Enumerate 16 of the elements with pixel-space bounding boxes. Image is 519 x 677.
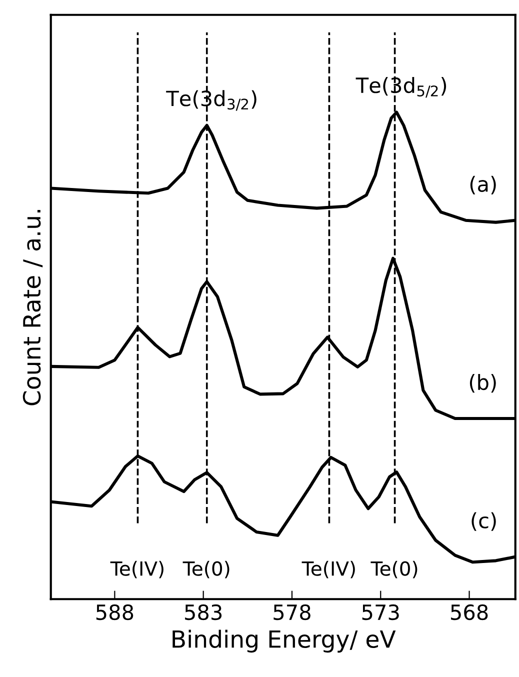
x-tick-label: 568 [450, 604, 488, 620]
x-tick-label: 578 [274, 604, 310, 620]
annotation: Te(3d$_{3/2}$) [166, 90, 256, 111]
ref-line-label: Te(IV) [110, 560, 164, 578]
ref-line-label: Te(0) [182, 560, 230, 578]
series-label: (b) [470, 374, 496, 393]
x-tick-label: 573 [362, 604, 399, 620]
ref-line-label: Te(IV) [302, 560, 355, 578]
x-tick-label: 583 [185, 604, 222, 620]
y-axis-title: Count Rate / a.u. [22, 210, 43, 406]
ref-line-label: Te(0) [370, 560, 418, 578]
x-axis-title: Binding Energy/ eV [172, 630, 396, 653]
annotation: Te(3d$_{5/2}$) [356, 77, 446, 98]
series-label: (a) [470, 176, 496, 194]
x-tick-label: 588 [96, 604, 134, 620]
series-label: (c) [472, 512, 496, 531]
